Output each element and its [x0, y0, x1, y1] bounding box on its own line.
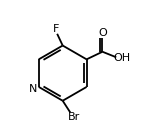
Text: O: O — [99, 28, 107, 38]
Text: OH: OH — [113, 53, 130, 63]
Text: Br: Br — [68, 112, 80, 122]
Text: F: F — [53, 24, 60, 34]
Text: N: N — [28, 84, 37, 94]
